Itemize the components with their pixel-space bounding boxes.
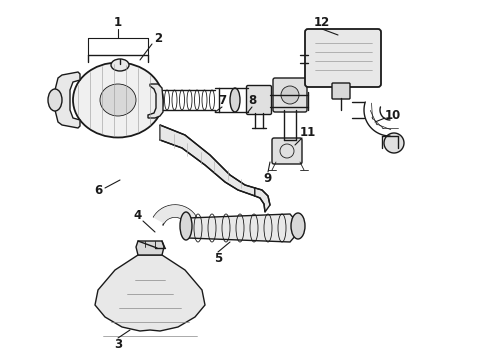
Ellipse shape [73, 63, 163, 138]
Ellipse shape [180, 212, 192, 240]
Text: 2: 2 [154, 32, 162, 45]
Text: 5: 5 [214, 252, 222, 265]
Polygon shape [255, 188, 270, 212]
Ellipse shape [48, 89, 62, 111]
Polygon shape [148, 84, 163, 118]
Text: 8: 8 [248, 94, 256, 107]
Text: 6: 6 [94, 184, 102, 197]
FancyBboxPatch shape [305, 29, 381, 87]
Text: 1: 1 [114, 15, 122, 28]
Polygon shape [95, 255, 205, 331]
Text: 4: 4 [134, 208, 142, 221]
Ellipse shape [111, 59, 129, 71]
Ellipse shape [291, 213, 305, 239]
Text: 7: 7 [218, 94, 226, 107]
FancyBboxPatch shape [273, 78, 307, 112]
Circle shape [281, 86, 299, 104]
Polygon shape [182, 214, 302, 242]
Text: 3: 3 [114, 338, 122, 351]
FancyBboxPatch shape [246, 86, 271, 114]
Text: 12: 12 [314, 15, 330, 28]
Polygon shape [153, 205, 198, 226]
Polygon shape [136, 241, 164, 255]
Ellipse shape [100, 84, 136, 116]
Text: 9: 9 [264, 171, 272, 185]
Polygon shape [160, 125, 255, 196]
Text: 10: 10 [385, 108, 401, 122]
Polygon shape [55, 72, 80, 128]
Circle shape [384, 133, 404, 153]
FancyBboxPatch shape [272, 138, 302, 164]
FancyBboxPatch shape [332, 83, 350, 99]
Ellipse shape [230, 88, 240, 112]
Text: 11: 11 [300, 126, 316, 139]
